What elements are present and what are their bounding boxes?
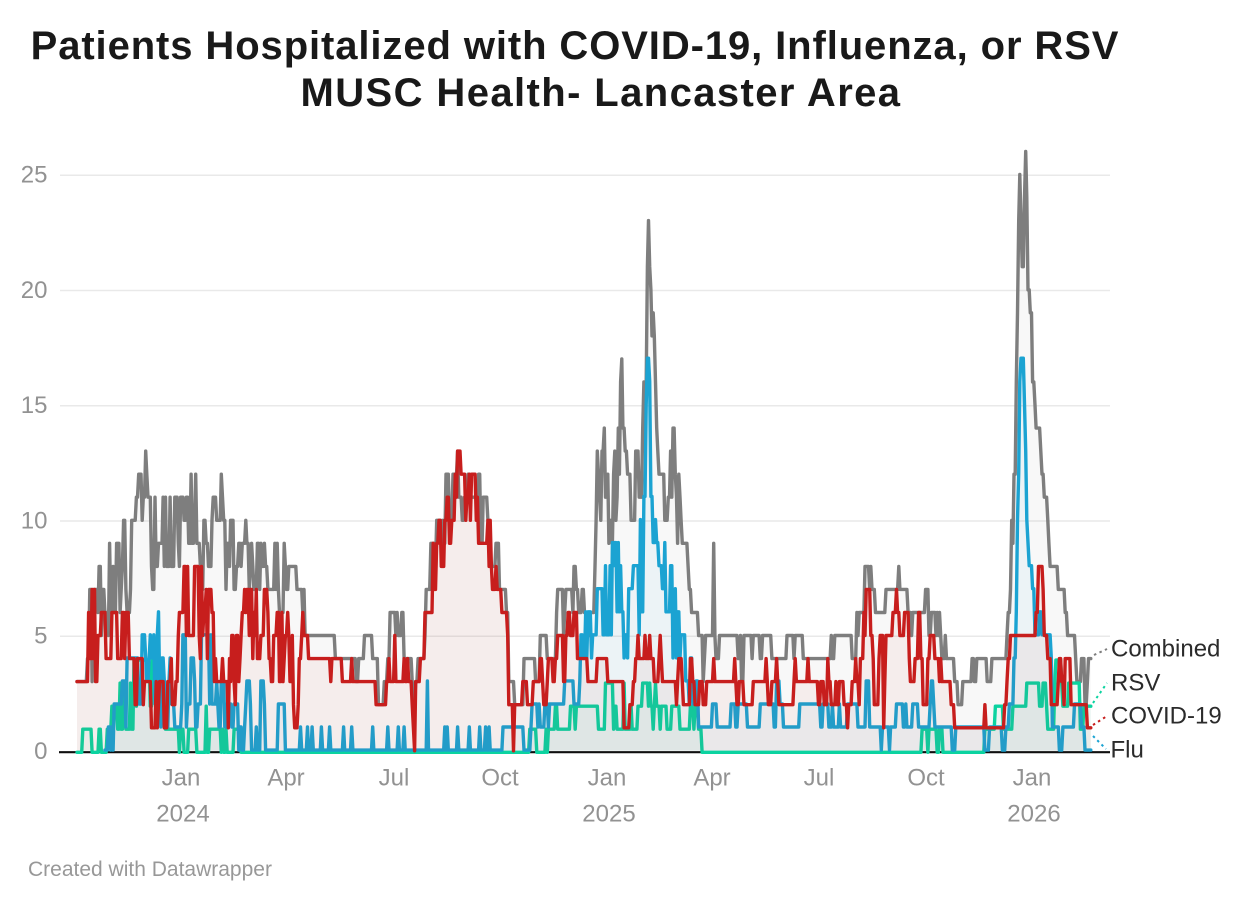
svg-text:Jul: Jul (379, 765, 410, 792)
svg-text:Jan: Jan (162, 765, 201, 792)
svg-text:0: 0 (34, 738, 47, 765)
svg-text:Flu: Flu (1111, 737, 1144, 764)
svg-text:Apr: Apr (693, 765, 730, 792)
svg-text:20: 20 (21, 277, 48, 304)
svg-text:Apr: Apr (267, 765, 304, 792)
svg-text:Jan: Jan (588, 765, 627, 792)
svg-text:Oct: Oct (907, 765, 945, 792)
svg-text:5: 5 (34, 623, 47, 650)
svg-text:Jan: Jan (1013, 765, 1052, 792)
svg-text:2026: 2026 (1007, 801, 1060, 828)
svg-text:COVID-19: COVID-19 (1111, 703, 1222, 730)
svg-text:10: 10 (21, 508, 48, 535)
svg-text:2024: 2024 (156, 801, 209, 828)
svg-text:Combined: Combined (1111, 636, 1220, 663)
svg-text:RSV: RSV (1111, 670, 1160, 697)
svg-text:25: 25 (21, 162, 48, 189)
svg-text:2025: 2025 (582, 801, 635, 828)
svg-text:Oct: Oct (481, 765, 519, 792)
svg-text:Jul: Jul (804, 765, 835, 792)
svg-text:15: 15 (21, 392, 48, 419)
